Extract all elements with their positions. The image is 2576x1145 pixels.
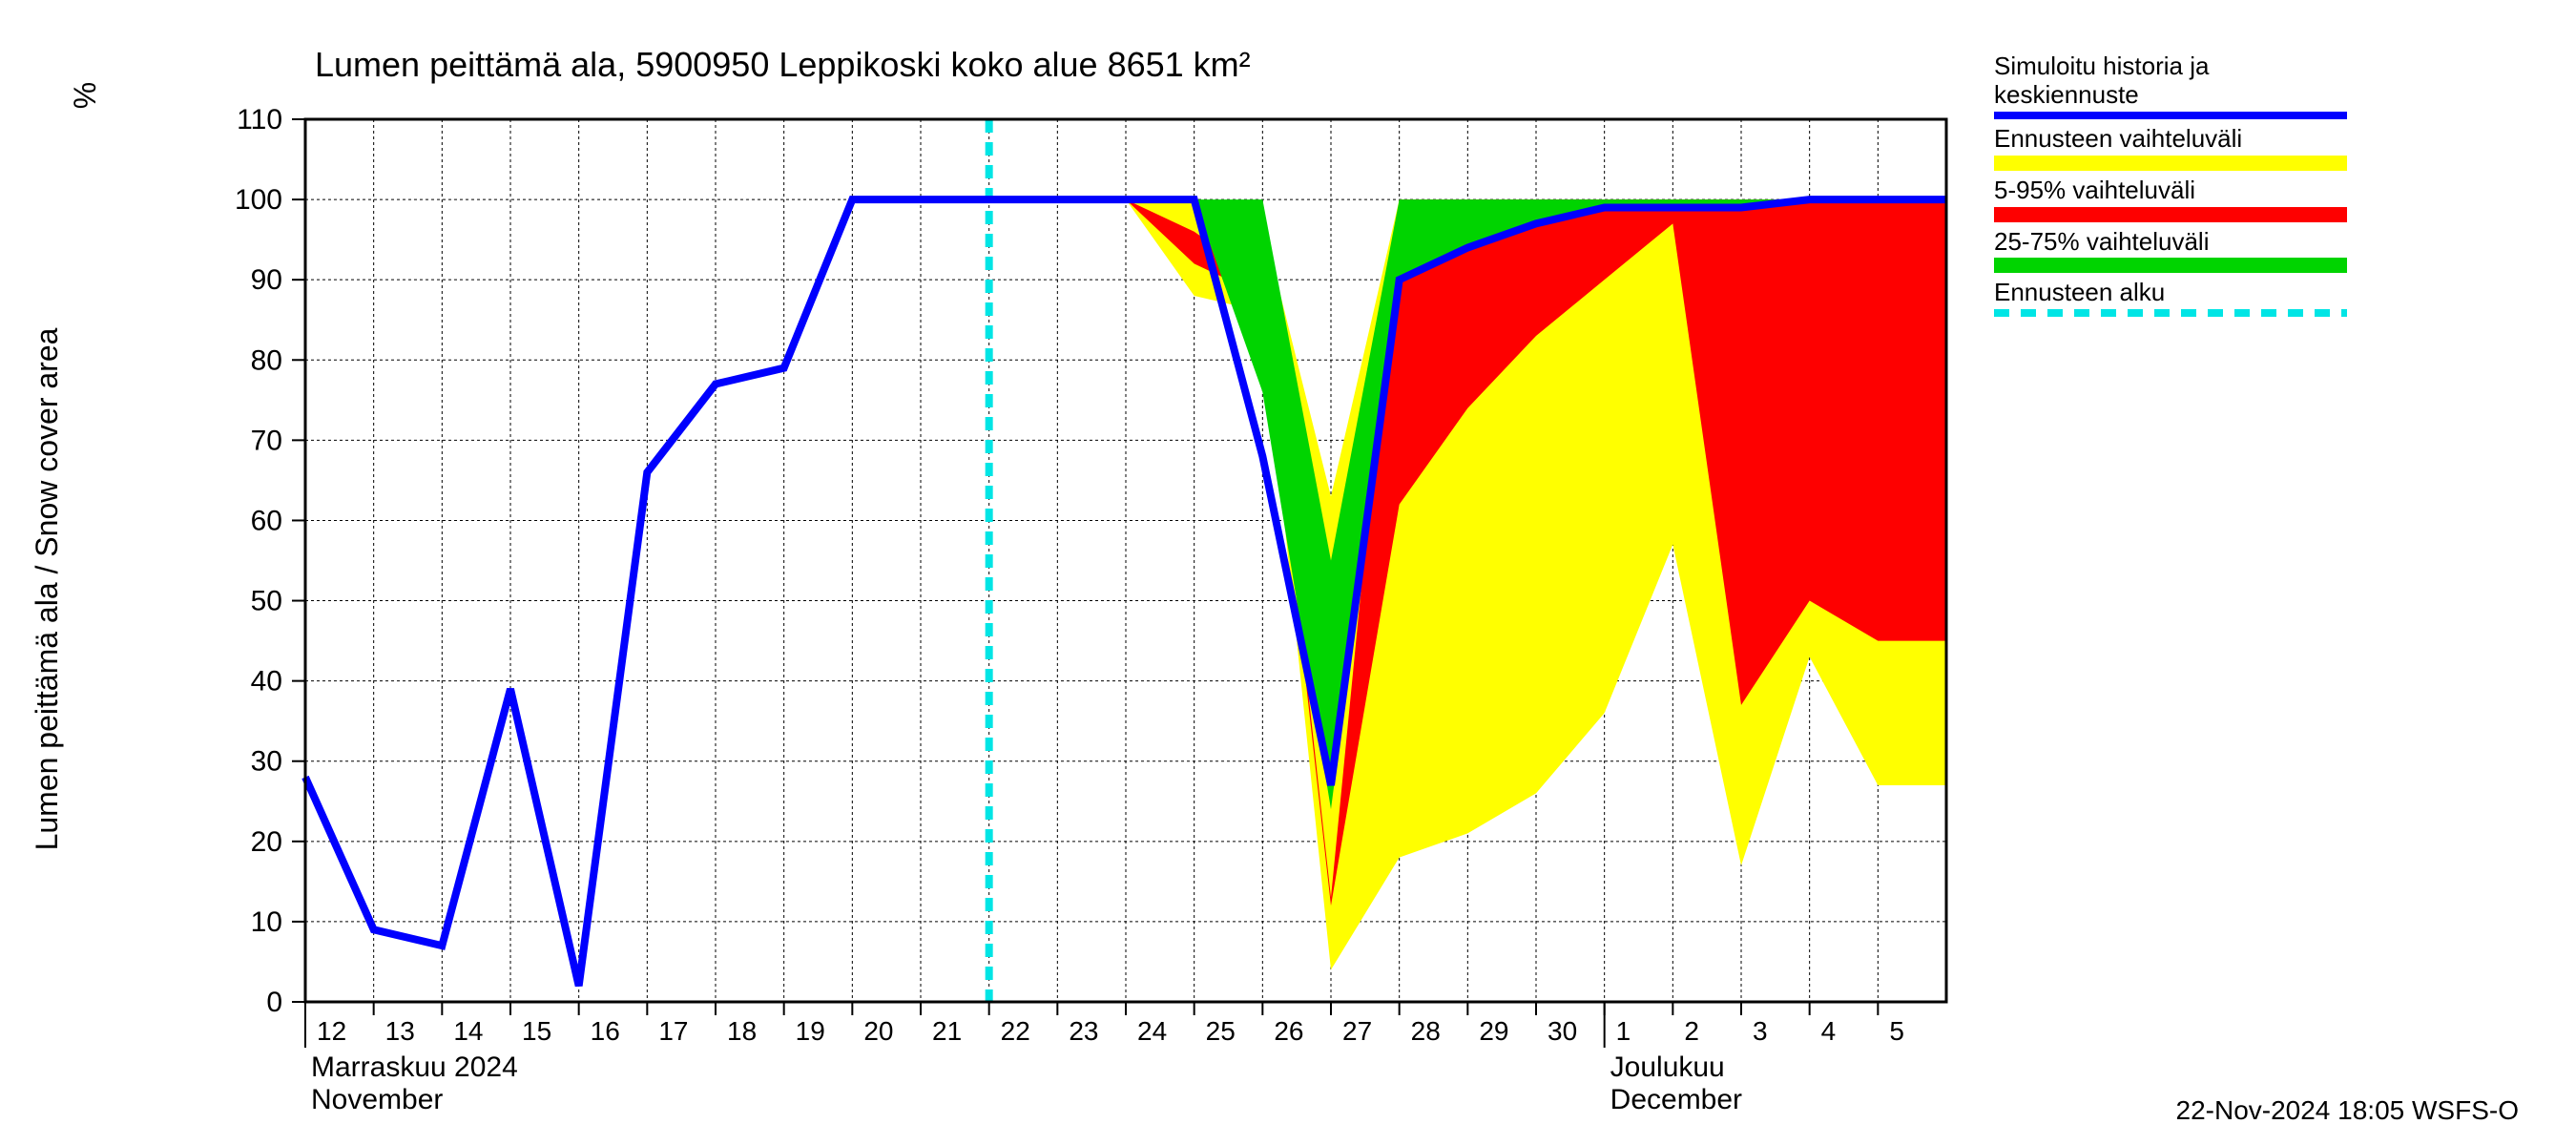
xtick-label: 29 <box>1479 1016 1508 1046</box>
ytick-label: 50 <box>251 586 282 617</box>
legend-label: 25-75% vaihteluväli <box>1994 228 2347 257</box>
xtick-label: 20 <box>863 1016 893 1046</box>
xtick-label: 4 <box>1821 1016 1837 1046</box>
xtick-label: 22 <box>1001 1016 1030 1046</box>
xtick-label: 2 <box>1684 1016 1699 1046</box>
ytick-label: 100 <box>235 184 282 216</box>
legend-swatch <box>1994 207 2347 222</box>
legend-label: keskiennuste <box>1994 81 2347 110</box>
xtick-label: 18 <box>727 1016 757 1046</box>
xtick-label: 21 <box>932 1016 962 1046</box>
legend-swatch <box>1994 156 2347 171</box>
xtick-label: 1 <box>1616 1016 1631 1046</box>
month-label-en: December <box>1610 1084 1742 1115</box>
xtick-label: 17 <box>658 1016 688 1046</box>
xtick-label: 26 <box>1274 1016 1303 1046</box>
month-label-en: November <box>311 1084 443 1115</box>
ytick-label: 0 <box>266 987 282 1018</box>
legend-swatch <box>1994 258 2347 273</box>
ytick-label: 110 <box>237 104 282 135</box>
legend: Simuloitu historia jakeskiennuste Ennuste… <box>1994 52 2347 323</box>
legend-swatch <box>1994 309 2347 317</box>
ytick-label: 40 <box>251 666 282 697</box>
xtick-label: 13 <box>385 1016 415 1046</box>
ytick-label: 80 <box>251 344 282 376</box>
y-unit-label: % <box>68 82 102 109</box>
legend-swatch <box>1994 112 2347 119</box>
legend-item: Ennusteen alku <box>1994 279 2347 317</box>
legend-item: 5-95% vaihteluväli <box>1994 177 2347 222</box>
ytick-label: 70 <box>251 425 282 456</box>
xtick-label: 23 <box>1069 1016 1098 1046</box>
legend-label: Simuloitu historia ja <box>1994 52 2347 81</box>
ytick-label: 90 <box>251 264 282 296</box>
ytick-label: 20 <box>251 826 282 858</box>
legend-item: 25-75% vaihteluväli <box>1994 228 2347 274</box>
chart-stage: Lumen peittämä ala, 5900950 Leppikoski k… <box>0 0 2576 1145</box>
ytick-label: 60 <box>251 505 282 536</box>
legend-label: Ennusteen alku <box>1994 279 2347 307</box>
xtick-label: 19 <box>796 1016 825 1046</box>
xtick-label: 16 <box>591 1016 620 1046</box>
legend-label: Ennusteen vaihteluväli <box>1994 125 2347 154</box>
xtick-label: 24 <box>1137 1016 1167 1046</box>
ytick-label: 30 <box>251 746 282 778</box>
timestamp-label: 22-Nov-2024 18:05 WSFS-O <box>2176 1095 2520 1126</box>
legend-item: Simuloitu historia jakeskiennuste <box>1994 52 2347 119</box>
xtick-label: 14 <box>453 1016 483 1046</box>
month-label-fi: Marraskuu 2024 <box>311 1051 518 1083</box>
ytick-label: 10 <box>251 906 282 938</box>
xtick-label: 25 <box>1206 1016 1236 1046</box>
xtick-label: 3 <box>1753 1016 1768 1046</box>
month-label-fi: Joulukuu <box>1610 1051 1725 1083</box>
xtick-label: 27 <box>1342 1016 1372 1046</box>
y-axis-label: Lumen peittämä ala / Snow cover area <box>30 327 64 850</box>
legend-item: Ennusteen vaihteluväli <box>1994 125 2347 171</box>
legend-label: 5-95% vaihteluväli <box>1994 177 2347 205</box>
xtick-label: 15 <box>522 1016 551 1046</box>
xtick-label: 30 <box>1548 1016 1577 1046</box>
xtick-label: 5 <box>1889 1016 1904 1046</box>
xtick-label: 28 <box>1411 1016 1441 1046</box>
chart-title: Lumen peittämä ala, 5900950 Leppikoski k… <box>315 45 1251 84</box>
xtick-label: 12 <box>317 1016 346 1046</box>
